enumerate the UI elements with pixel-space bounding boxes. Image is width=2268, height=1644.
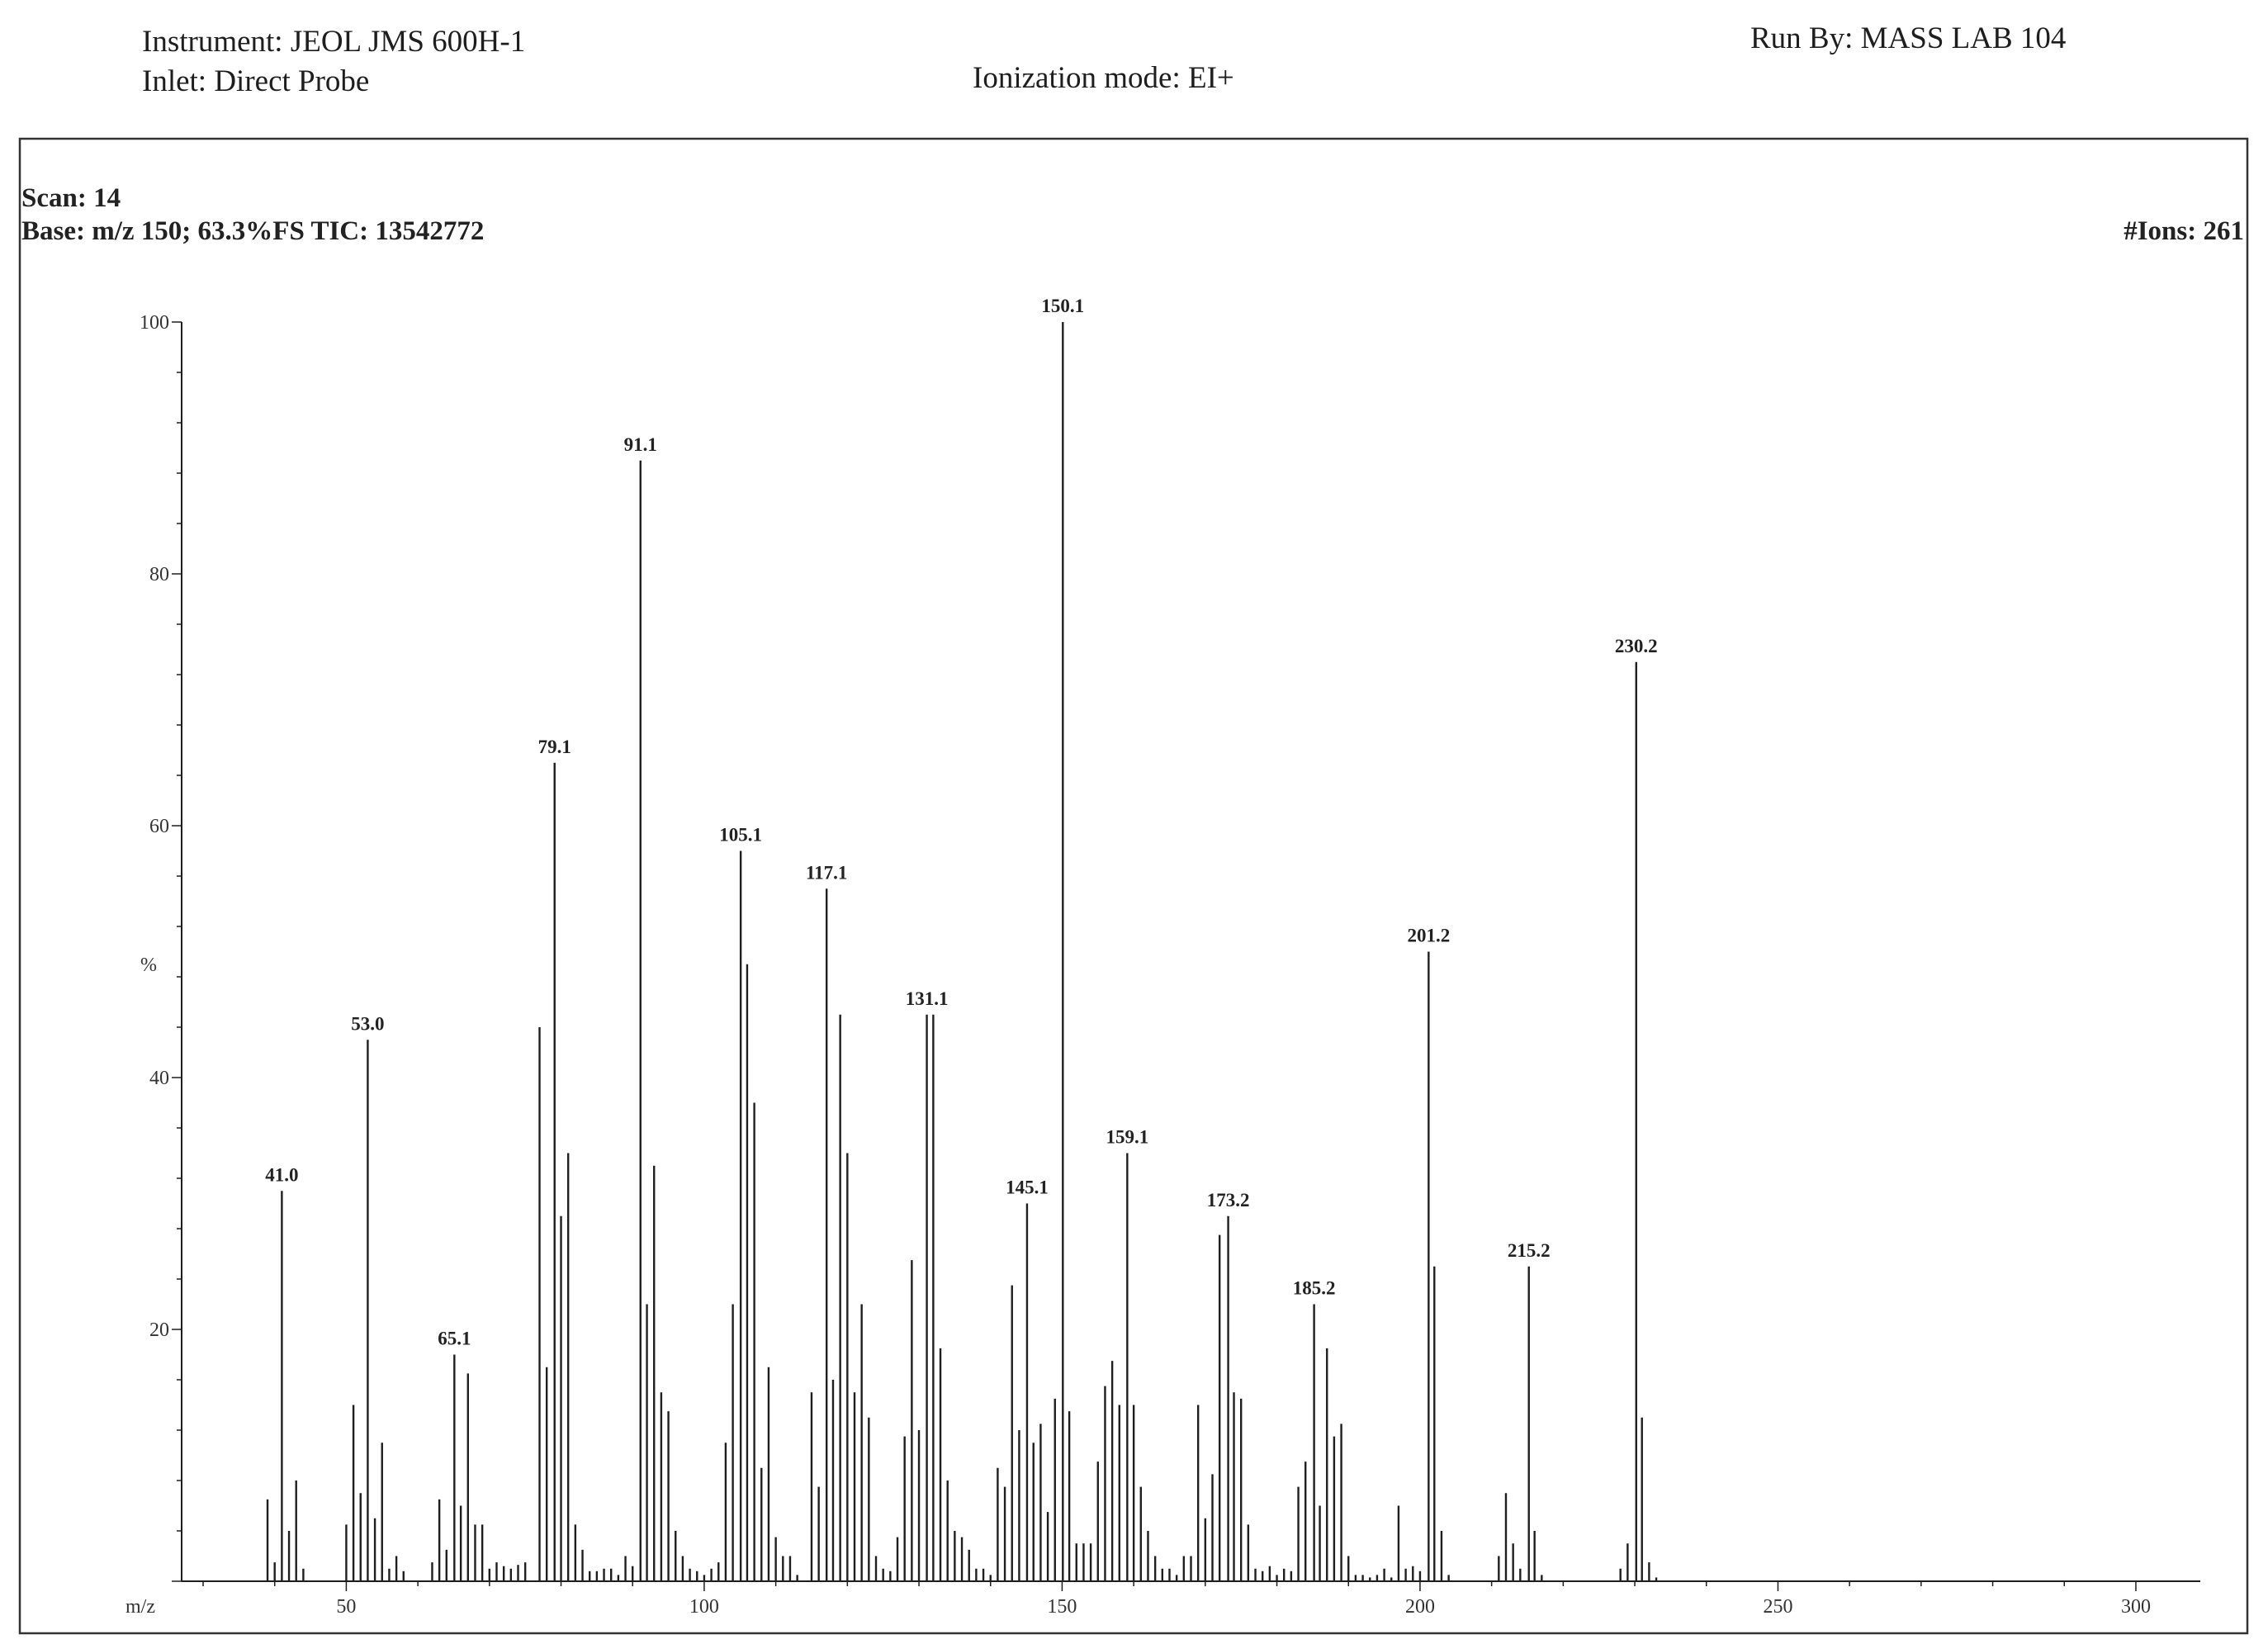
instrument-label: Instrument: JEOL JMS 600H-1 bbox=[142, 25, 526, 59]
peak-label: 230.2 bbox=[1615, 636, 1658, 656]
peak-label: 79.1 bbox=[538, 737, 571, 757]
peak-labels-group: 41.0 53.0 65.1 79.1 91.1 105.1 117.1 131.1 145.1… bbox=[265, 296, 1657, 1349]
peak-label: 131.1 bbox=[906, 988, 949, 1009]
peaks-group bbox=[266, 322, 1658, 1581]
peak-label: 105.1 bbox=[719, 825, 762, 846]
scan-label: Scan: 14 bbox=[21, 183, 121, 213]
inlet-label: Inlet: Direct Probe bbox=[142, 64, 370, 98]
x-axis-title: m/z bbox=[125, 1596, 155, 1618]
x-tick-label: 250 bbox=[1763, 1596, 1792, 1618]
x-tick-label: 300 bbox=[2121, 1596, 2151, 1618]
y-tick-label: 100 bbox=[140, 312, 169, 334]
y-axis-title: % bbox=[140, 955, 157, 976]
axes-group: 20 40 60 80 100% 50 100 150 200 250 300 m/z bbox=[125, 312, 2200, 1618]
base-tic-label: Base: m/z 150; 63.3%FS TIC: 13542772 bbox=[21, 216, 484, 246]
peak-label: 65.1 bbox=[438, 1329, 471, 1349]
peak-label: 159.1 bbox=[1106, 1127, 1148, 1148]
peak-label: 53.0 bbox=[351, 1013, 384, 1034]
peak-label: 201.2 bbox=[1407, 926, 1450, 946]
peak-label: 117.1 bbox=[806, 862, 847, 883]
peak-label: 215.2 bbox=[1508, 1240, 1551, 1261]
peak-label: 145.1 bbox=[1006, 1177, 1049, 1198]
ionization-mode-label: Ionization mode: EI+ bbox=[973, 61, 1234, 95]
peak-label: 173.2 bbox=[1207, 1190, 1250, 1210]
y-tick-label: 40 bbox=[149, 1068, 169, 1089]
y-tick-label: 80 bbox=[149, 564, 169, 585]
peak-label: 150.1 bbox=[1041, 296, 1084, 316]
run-by-label: Run By: MASS LAB 104 bbox=[1750, 21, 2067, 55]
x-tick-label: 150 bbox=[1047, 1596, 1077, 1618]
peak-label: 41.0 bbox=[265, 1164, 298, 1185]
y-tick-label: 60 bbox=[149, 816, 169, 837]
x-tick-label: 50 bbox=[336, 1596, 356, 1618]
x-tick-label: 200 bbox=[1405, 1596, 1435, 1618]
x-tick-label: 100 bbox=[689, 1596, 719, 1618]
ion-count-label: #Ions: 261 bbox=[2124, 216, 2244, 246]
peak-label: 185.2 bbox=[1293, 1278, 1336, 1299]
chart-frame bbox=[18, 137, 2249, 1635]
peak-label: 91.1 bbox=[624, 434, 657, 455]
y-tick-label: 20 bbox=[149, 1319, 169, 1341]
